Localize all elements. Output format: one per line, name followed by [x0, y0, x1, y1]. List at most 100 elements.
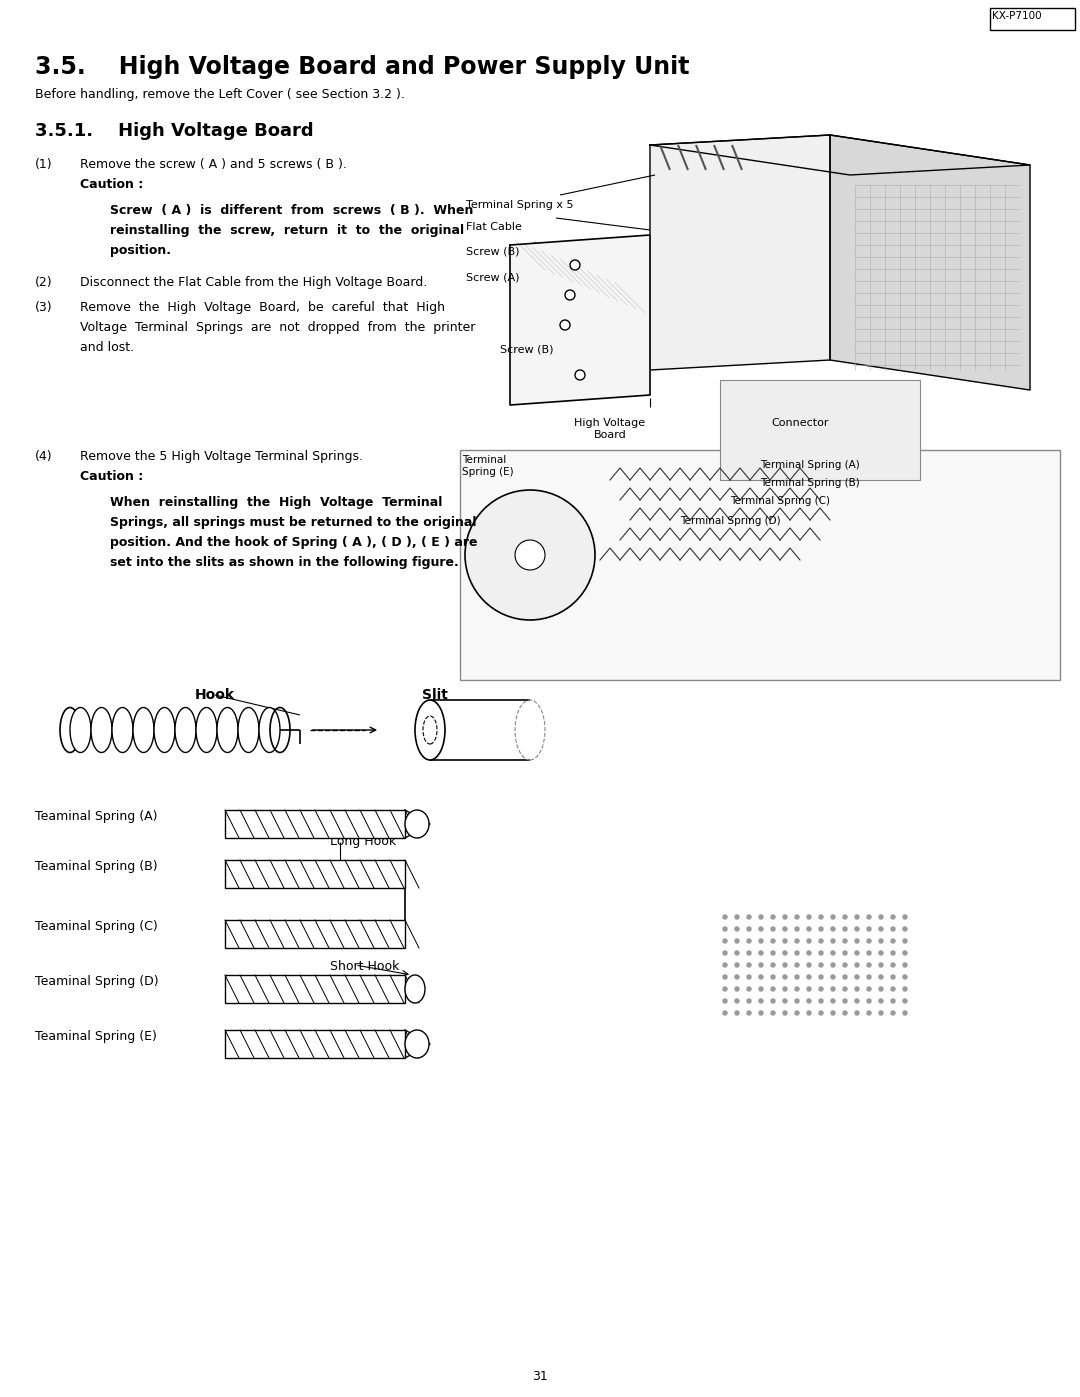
Circle shape — [570, 260, 580, 270]
Circle shape — [843, 939, 847, 943]
Circle shape — [759, 915, 762, 919]
Circle shape — [807, 988, 811, 990]
Circle shape — [807, 928, 811, 930]
Circle shape — [735, 975, 739, 979]
Text: Terminal
Spring (E): Terminal Spring (E) — [462, 455, 514, 476]
Circle shape — [831, 951, 835, 956]
Circle shape — [783, 975, 787, 979]
Text: position.: position. — [110, 244, 171, 257]
Circle shape — [831, 975, 835, 979]
Text: 31: 31 — [532, 1370, 548, 1383]
Ellipse shape — [195, 707, 217, 753]
Circle shape — [891, 963, 895, 967]
Circle shape — [795, 988, 799, 990]
Text: Teaminal Spring (D): Teaminal Spring (D) — [35, 975, 159, 988]
Text: (1): (1) — [35, 158, 53, 170]
Circle shape — [807, 975, 811, 979]
Circle shape — [783, 915, 787, 919]
Circle shape — [867, 915, 870, 919]
Text: 3.5.    High Voltage Board and Power Supply Unit: 3.5. High Voltage Board and Power Supply… — [35, 54, 689, 80]
Text: Before handling, remove the Left Cover ( see Section 3.2 ).: Before handling, remove the Left Cover (… — [35, 88, 405, 101]
Circle shape — [783, 939, 787, 943]
Circle shape — [843, 915, 847, 919]
Circle shape — [735, 915, 739, 919]
Circle shape — [903, 1011, 907, 1016]
Circle shape — [855, 928, 859, 930]
Text: set into the slits as shown in the following figure.: set into the slits as shown in the follo… — [110, 556, 459, 569]
Circle shape — [903, 928, 907, 930]
Circle shape — [807, 939, 811, 943]
Text: Voltage  Terminal  Springs  are  not  dropped  from  the  printer: Voltage Terminal Springs are not dropped… — [80, 321, 475, 334]
Circle shape — [867, 951, 870, 956]
Text: KX-P7100: KX-P7100 — [993, 11, 1041, 21]
Circle shape — [891, 975, 895, 979]
Circle shape — [879, 928, 883, 930]
Text: Remove the 5 High Voltage Terminal Springs.: Remove the 5 High Voltage Terminal Sprin… — [80, 450, 363, 462]
Text: reinstalling  the  screw,  return  it  to  the  original: reinstalling the screw, return it to the… — [110, 224, 464, 237]
Text: Screw (A): Screw (A) — [465, 272, 519, 282]
Circle shape — [747, 963, 751, 967]
Polygon shape — [650, 136, 1030, 175]
Circle shape — [771, 951, 775, 956]
Circle shape — [819, 915, 823, 919]
Circle shape — [515, 541, 545, 570]
Circle shape — [795, 975, 799, 979]
Circle shape — [891, 915, 895, 919]
Circle shape — [879, 915, 883, 919]
Circle shape — [855, 988, 859, 990]
Circle shape — [903, 915, 907, 919]
Circle shape — [771, 915, 775, 919]
Circle shape — [575, 370, 585, 380]
Circle shape — [807, 1011, 811, 1016]
Circle shape — [565, 291, 575, 300]
Circle shape — [561, 320, 570, 330]
Text: Screw (B): Screw (B) — [500, 345, 554, 355]
Circle shape — [855, 951, 859, 956]
Text: Slit: Slit — [422, 687, 448, 703]
Ellipse shape — [154, 707, 175, 753]
Circle shape — [843, 1011, 847, 1016]
Circle shape — [831, 1011, 835, 1016]
Text: Terminal Spring (C): Terminal Spring (C) — [730, 496, 831, 506]
Circle shape — [867, 1011, 870, 1016]
Text: Caution :: Caution : — [80, 177, 144, 191]
Circle shape — [723, 928, 727, 930]
Circle shape — [819, 951, 823, 956]
Circle shape — [747, 999, 751, 1003]
Circle shape — [855, 975, 859, 979]
Bar — [225, 921, 405, 949]
Circle shape — [879, 975, 883, 979]
Circle shape — [747, 988, 751, 990]
Ellipse shape — [175, 707, 195, 753]
Circle shape — [735, 963, 739, 967]
Circle shape — [891, 999, 895, 1003]
Text: Teaminal Spring (B): Teaminal Spring (B) — [35, 861, 158, 873]
Ellipse shape — [112, 707, 133, 753]
Ellipse shape — [238, 707, 259, 753]
Text: Terminal Spring (D): Terminal Spring (D) — [680, 515, 781, 527]
Circle shape — [879, 963, 883, 967]
Circle shape — [879, 999, 883, 1003]
Circle shape — [819, 988, 823, 990]
Circle shape — [843, 963, 847, 967]
Circle shape — [867, 963, 870, 967]
Circle shape — [747, 951, 751, 956]
Text: Caution :: Caution : — [80, 469, 144, 483]
Circle shape — [759, 975, 762, 979]
Circle shape — [771, 975, 775, 979]
Circle shape — [771, 1011, 775, 1016]
Circle shape — [783, 951, 787, 956]
Circle shape — [855, 939, 859, 943]
Text: High Voltage
Board: High Voltage Board — [575, 418, 646, 440]
Ellipse shape — [217, 707, 238, 753]
Bar — [990, 8, 1075, 29]
Text: Springs, all springs must be returned to the original: Springs, all springs must be returned to… — [110, 515, 476, 529]
Circle shape — [855, 1011, 859, 1016]
Circle shape — [891, 951, 895, 956]
Circle shape — [795, 939, 799, 943]
Circle shape — [843, 975, 847, 979]
Bar — [225, 810, 405, 838]
Text: Terminal Spring (B): Terminal Spring (B) — [760, 478, 860, 488]
Polygon shape — [510, 235, 650, 405]
Circle shape — [807, 963, 811, 967]
